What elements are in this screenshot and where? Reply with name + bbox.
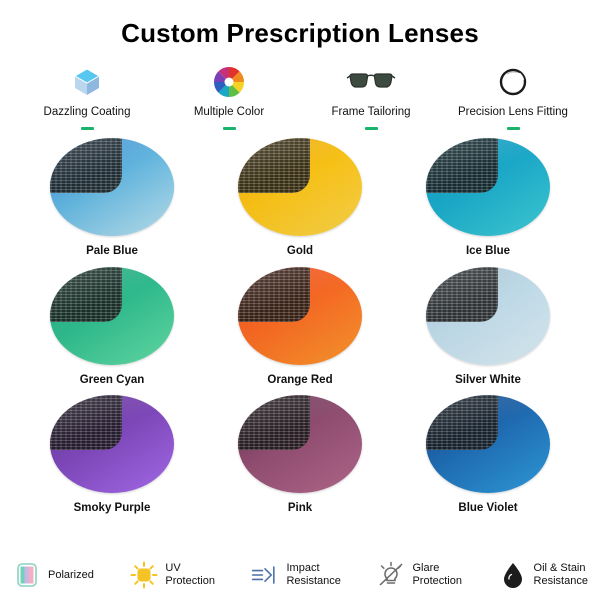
cube-icon <box>16 63 158 101</box>
lens-silver-white <box>426 266 550 365</box>
lens-blue-violet <box>426 395 550 494</box>
lens-label: Orange Red <box>267 373 333 386</box>
lens-label: Smoky Purple <box>73 502 151 515</box>
top-feature-row: Dazzling Coating <box>0 49 600 130</box>
feature-frame-tailoring: Frame Tailoring <box>300 63 442 130</box>
lens-label: Blue Violet <box>458 502 518 515</box>
feature-underline <box>364 127 378 130</box>
lens-orange-red <box>238 266 362 365</box>
bottom-feature-label: UV Protection <box>165 562 215 588</box>
feature-precision-lens-fitting: Precision Lens Fitting <box>442 63 584 130</box>
lens-cell-gold[interactable]: Gold <box>206 136 394 265</box>
color-wheel-icon <box>158 63 300 101</box>
lens-label: Gold <box>286 245 314 257</box>
feature-underline <box>80 127 94 130</box>
bottom-feature-label: Oil & Stain Resistance <box>534 562 588 588</box>
lens-image-wrap <box>426 138 550 236</box>
lens-image-wrap <box>50 266 174 365</box>
bottom-feature-line: Resistance <box>533 575 588 587</box>
lens-pale-blue <box>50 138 174 236</box>
feature-label: Multiple Color <box>193 106 265 118</box>
sunglasses-icon <box>300 63 442 101</box>
bottom-feature-uv-protection: UV Protection <box>129 558 215 592</box>
lens-cell-silver-white[interactable]: Silver White <box>394 265 582 394</box>
lens-image-wrap <box>50 395 174 494</box>
lens-image-wrap <box>426 395 550 494</box>
lens-cell-green-cyan[interactable]: Green Cyan <box>18 265 206 394</box>
bottom-feature-line: Glare <box>412 562 440 574</box>
water-drop-icon <box>498 558 528 592</box>
bottom-feature-line: Protection <box>412 575 462 587</box>
page-title: Custom Prescription Lenses <box>121 18 479 48</box>
lens-image-wrap <box>426 266 550 365</box>
lens-gold <box>238 138 362 236</box>
impact-arrows-icon <box>250 558 280 592</box>
lens-image-wrap <box>238 138 362 236</box>
bottom-feature-line: Resistance <box>286 575 341 587</box>
feature-label: Precision Lens Fitting <box>458 106 568 118</box>
lens-grid: Pale Blue Gold Ice Blue <box>0 130 600 522</box>
feature-label: Frame Tailoring <box>331 106 411 118</box>
bottom-feature-line: Impact <box>286 562 320 574</box>
lens-smoky-purple <box>50 395 174 494</box>
lens-image-wrap <box>238 266 362 365</box>
bottom-feature-glare-protection: Glare Protection <box>376 558 462 592</box>
lens-cell-pink[interactable]: Pink <box>206 393 394 522</box>
feature-underline <box>222 127 236 130</box>
bottom-feature-label: Impact Resistance <box>286 562 340 588</box>
lens-label: Silver White <box>455 373 521 386</box>
bottom-feature-row: Polarized <box>0 558 600 592</box>
sun-icon <box>129 558 159 592</box>
feature-multiple-color: Multiple Color <box>158 63 300 130</box>
lens-green-cyan <box>50 266 174 365</box>
lens-image-wrap <box>50 138 174 236</box>
glare-bulb-icon <box>376 558 406 592</box>
lens-cell-orange-red[interactable]: Orange Red <box>206 265 394 394</box>
lens-label: Pale Blue <box>86 245 138 257</box>
lens-label: Pink <box>287 502 313 515</box>
bottom-feature-oil-stain-resistance: Oil & Stain Resistance <box>498 558 588 592</box>
lens-cell-blue-violet[interactable]: Blue Violet <box>394 393 582 522</box>
bottom-feature-line: Oil & Stain <box>533 562 586 574</box>
bottom-feature-polarized: Polarized <box>12 558 94 592</box>
bottom-feature-line: Protection <box>165 575 215 587</box>
lens-ice-blue <box>426 138 550 236</box>
feature-label: Dazzling Coating <box>43 106 131 118</box>
lens-cell-pale-blue[interactable]: Pale Blue <box>18 136 206 265</box>
lens-label: Ice Blue <box>465 245 511 257</box>
bottom-feature-impact-resistance: Impact Resistance <box>250 558 341 592</box>
feature-dazzling-coating: Dazzling Coating <box>16 63 158 130</box>
lens-image-wrap <box>238 395 362 494</box>
lens-ring-icon <box>442 63 584 101</box>
bottom-feature-label: Polarized <box>48 568 94 581</box>
polarized-prism-icon <box>12 558 42 592</box>
feature-underline <box>506 127 520 130</box>
bottom-feature-line: UV <box>165 562 181 574</box>
lens-cell-ice-blue[interactable]: Ice Blue <box>394 136 582 265</box>
bottom-feature-label: Glare Protection <box>412 562 462 588</box>
lens-cell-smoky-purple[interactable]: Smoky Purple <box>18 393 206 522</box>
lens-label: Green Cyan <box>79 373 145 386</box>
lens-pink <box>238 395 362 494</box>
